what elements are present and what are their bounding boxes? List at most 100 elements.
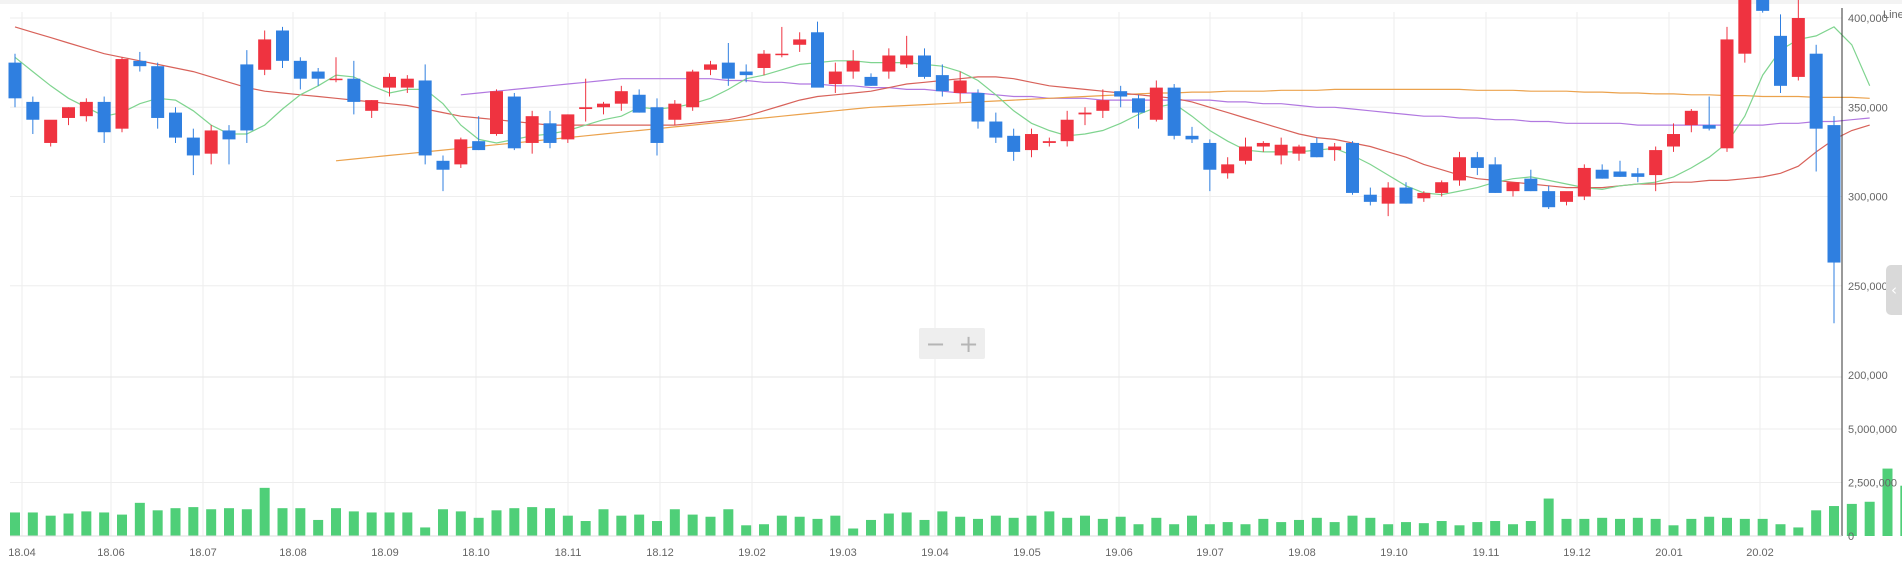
volume-bar	[259, 487, 270, 536]
volume-bar	[794, 516, 805, 536]
candle-body	[1167, 87, 1181, 136]
candle-body	[26, 101, 40, 120]
volume-bar	[117, 514, 127, 536]
candle-body	[1791, 18, 1805, 77]
volume-tick-label: 2,500,000	[1848, 478, 1897, 490]
volume-bar	[1401, 522, 1411, 536]
volume-bar	[1472, 522, 1483, 536]
candle-body	[97, 101, 111, 133]
volume-bar	[759, 524, 769, 536]
volume-bar	[848, 528, 859, 536]
candle-body	[1720, 39, 1734, 149]
volume-bar	[295, 508, 306, 536]
x-tick-label: 18.06	[97, 547, 125, 559]
price-tick-label: 250,000	[1848, 281, 1888, 293]
volume-bar	[491, 510, 502, 536]
candle-body	[579, 107, 593, 110]
zoom-out-button[interactable]: −	[925, 329, 946, 358]
candle-body	[507, 96, 521, 149]
candle-body	[383, 76, 396, 88]
x-tick-label: 18.08	[279, 547, 307, 559]
candle-body	[436, 160, 450, 170]
volume-bar	[1097, 518, 1108, 536]
candle-body	[561, 114, 575, 140]
volume-bar	[669, 509, 680, 536]
zoom-in-button[interactable]: +	[958, 329, 979, 358]
candle-body	[240, 64, 254, 131]
volume-bar	[420, 527, 431, 536]
volume-bar	[580, 521, 591, 536]
x-tick-label: 19.10	[1380, 547, 1408, 559]
candle-body	[935, 75, 949, 92]
x-tick-label: 18.10	[462, 547, 490, 559]
volume-bar	[1739, 518, 1750, 536]
candle-body	[668, 103, 682, 120]
x-tick-label: 18.04	[8, 547, 36, 559]
x-tick-label: 20.02	[1746, 547, 1774, 559]
candle-body	[525, 116, 539, 143]
scale-mode-label[interactable]: Linear	[1883, 9, 1902, 21]
candle-body	[721, 62, 735, 79]
volume-bar	[438, 509, 448, 536]
candle-body	[472, 141, 486, 151]
volume-bar	[348, 511, 359, 536]
candle-body	[400, 78, 414, 88]
volume-bar	[1276, 522, 1287, 536]
candle-body	[1203, 142, 1217, 170]
volume-bar	[741, 525, 752, 536]
volume-bar	[1347, 515, 1358, 536]
volume-bar	[277, 508, 288, 536]
volume-bar	[1240, 524, 1251, 536]
candle-body	[1577, 167, 1591, 197]
volume-bars	[10, 468, 1902, 536]
candle-body	[846, 60, 860, 72]
volume-bar	[134, 502, 145, 536]
volume-bar	[1204, 524, 1215, 536]
x-tick-label: 19.05	[1013, 547, 1041, 559]
volume-bar	[473, 517, 484, 536]
volume-bar	[241, 509, 252, 536]
volume-bar	[1597, 517, 1608, 536]
x-tick-label: 18.09	[371, 547, 399, 559]
candle-body	[1042, 141, 1056, 143]
candle-body	[704, 64, 717, 70]
volume-bar	[1008, 517, 1019, 536]
volume-bar	[1044, 511, 1055, 536]
candle-body	[953, 80, 967, 93]
volume-bar	[830, 515, 841, 536]
x-tick-label: 19.06	[1105, 547, 1133, 559]
volume-bar	[1722, 517, 1732, 536]
volume-bar	[313, 519, 324, 536]
zoom-controls: − +	[919, 328, 985, 359]
candle-body	[1524, 178, 1538, 192]
volume-bar	[1169, 524, 1180, 536]
volume-bar	[81, 511, 92, 536]
volume-bar	[509, 508, 520, 536]
candle-body	[1132, 98, 1145, 113]
candle-body	[1684, 110, 1698, 126]
candle-body	[151, 66, 165, 118]
candle-body	[1702, 125, 1716, 129]
x-tick-label: 18.11	[555, 547, 582, 559]
volume-bar	[883, 513, 894, 536]
candle-body	[1506, 182, 1520, 192]
candle-body	[1470, 157, 1484, 168]
candle-body	[543, 123, 557, 143]
candle-body	[44, 119, 58, 143]
collapse-panel-button[interactable]: ‹	[1886, 265, 1902, 315]
volume-bar	[1632, 517, 1643, 536]
volume-bar	[1525, 521, 1536, 536]
candle-body	[133, 60, 147, 67]
volume-bar	[1561, 518, 1572, 536]
volume-bar	[1508, 524, 1518, 536]
volume-bar	[901, 512, 912, 536]
candle-body	[650, 107, 664, 143]
candle-body	[793, 39, 807, 45]
volume-bar	[1757, 518, 1768, 536]
candlesticks	[8, 0, 1841, 324]
volume-bar	[1579, 518, 1590, 536]
volume-bar	[1133, 524, 1144, 536]
chevron-left-icon: ‹	[1891, 281, 1897, 299]
volume-bar	[10, 512, 20, 536]
